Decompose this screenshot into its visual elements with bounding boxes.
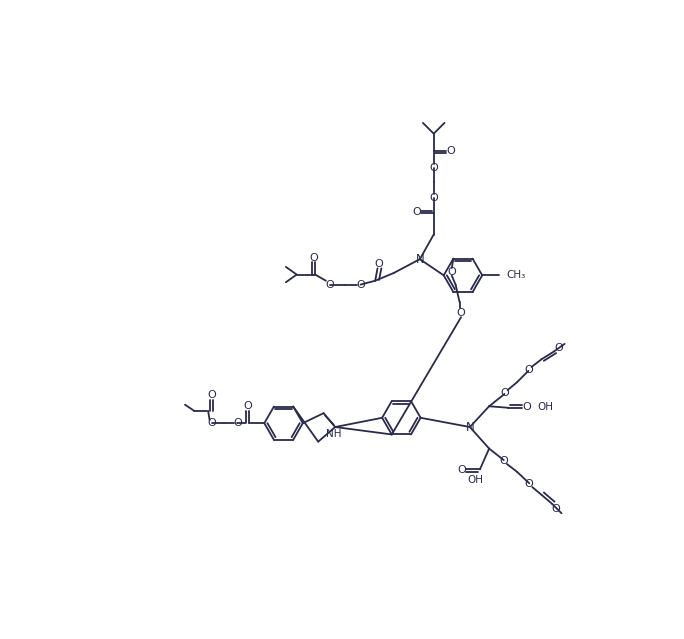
Text: O: O bbox=[243, 401, 252, 412]
Text: O: O bbox=[457, 307, 465, 318]
Text: OH: OH bbox=[467, 475, 484, 485]
Text: O: O bbox=[500, 388, 509, 398]
Text: O: O bbox=[375, 259, 384, 269]
Text: O: O bbox=[412, 207, 421, 217]
Text: O: O bbox=[207, 390, 216, 401]
Text: O: O bbox=[233, 418, 241, 428]
Text: N: N bbox=[415, 252, 424, 266]
Text: OH: OH bbox=[538, 402, 553, 412]
Text: O: O bbox=[309, 252, 318, 263]
Text: O: O bbox=[446, 146, 455, 157]
Text: O: O bbox=[447, 266, 456, 277]
Text: O: O bbox=[551, 504, 560, 514]
Text: CH₃: CH₃ bbox=[507, 270, 526, 281]
Text: O: O bbox=[326, 280, 334, 289]
Text: O: O bbox=[430, 194, 438, 203]
Text: O: O bbox=[499, 456, 508, 466]
Text: O: O bbox=[524, 365, 533, 375]
Text: O: O bbox=[356, 280, 365, 289]
Text: O: O bbox=[457, 465, 466, 475]
Text: NH: NH bbox=[326, 429, 341, 439]
Text: O: O bbox=[430, 162, 438, 173]
Text: O: O bbox=[207, 418, 216, 428]
Text: N: N bbox=[466, 420, 474, 433]
Text: O: O bbox=[554, 344, 563, 353]
Text: O: O bbox=[523, 402, 531, 412]
Text: O: O bbox=[525, 479, 534, 489]
